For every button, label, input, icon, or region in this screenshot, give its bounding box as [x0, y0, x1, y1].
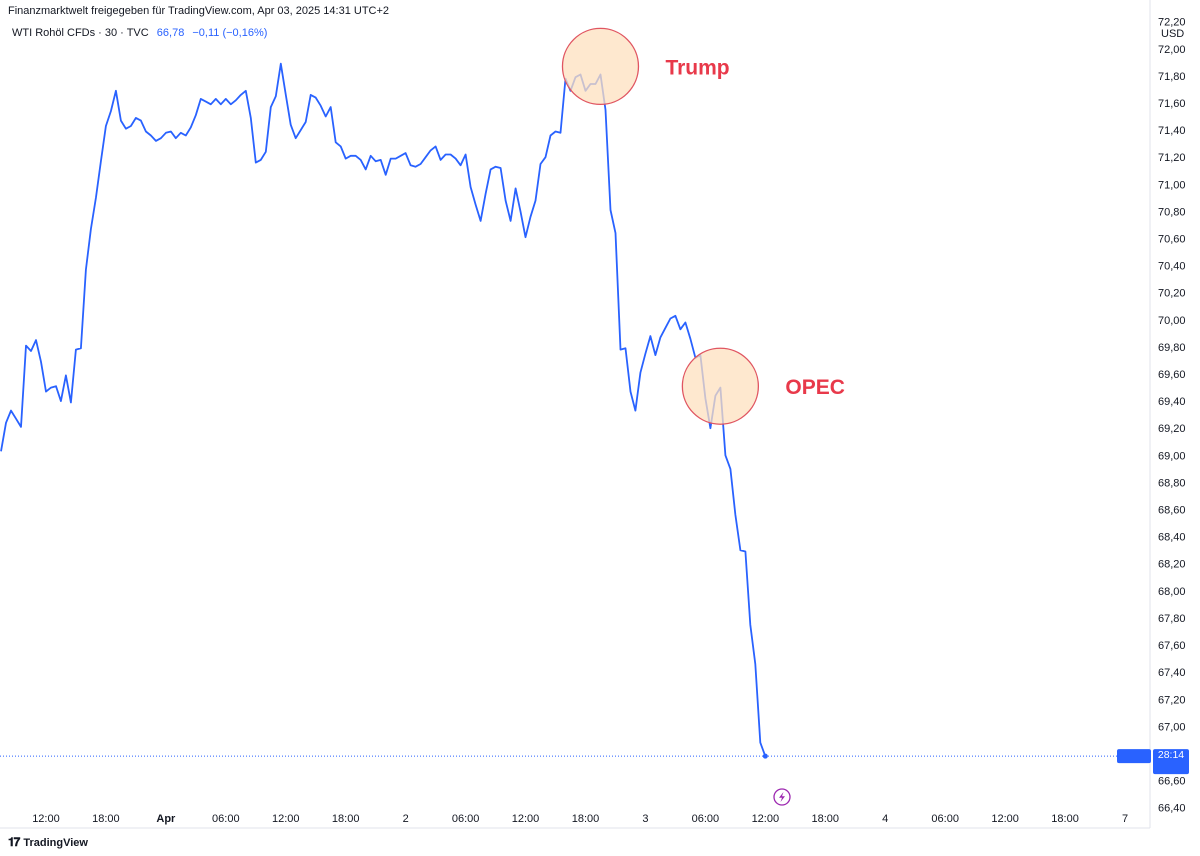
y-tick-label: 71,00 — [1158, 179, 1186, 191]
x-tick-label: 12:00 — [32, 813, 60, 825]
annotation-circle — [561, 27, 640, 106]
y-tick-label: 69,60 — [1158, 369, 1186, 381]
symbol-legend[interactable]: WTI Rohöl CFDs · 30 · TVC 66,78 −0,11 (−… — [12, 27, 267, 39]
time-axis: 12:00 18:00 Apr 06:00 12:00 18:00 2 06:00 12:00 1… — [32, 813, 1128, 825]
y-tick-label: 70,00 — [1158, 315, 1186, 327]
y-tick-label: 72,20 — [1158, 17, 1186, 29]
y-tick-label: 70,60 — [1158, 234, 1186, 246]
y-tick-label: 69,20 — [1158, 423, 1186, 435]
y-tick-label: 68,60 — [1158, 505, 1186, 517]
ticker-badge-bg — [1117, 749, 1151, 764]
y-tick-label: 70,40 — [1158, 261, 1186, 273]
y-tick-label: 69,80 — [1158, 342, 1186, 354]
y-tick-label: 66,40 — [1158, 803, 1186, 815]
x-tick-label: 12:00 — [512, 813, 540, 825]
last-price: 66,78 — [156, 27, 185, 39]
y-tick-label: 68,40 — [1158, 532, 1186, 544]
y-tick-label: 72,00 — [1158, 44, 1186, 56]
y-tick-label: 68,00 — [1158, 586, 1186, 598]
tradingview-logo[interactable]: 𝟏𝟕 TradingView — [8, 835, 88, 850]
x-tick-label: 18:00 — [92, 813, 120, 825]
y-tick-label: 67,80 — [1158, 613, 1186, 625]
x-tick-label: 18:00 — [812, 813, 840, 825]
y-tick-label: 67,00 — [1158, 721, 1186, 733]
flash-icon[interactable] — [773, 788, 791, 806]
price-badge-bg — [1153, 749, 1189, 775]
y-tick-label: 70,20 — [1158, 288, 1186, 300]
price-change: −0,11 (−0,16%) — [192, 27, 268, 39]
y-tick-label: 71,20 — [1158, 152, 1186, 164]
y-tick-label: 69,00 — [1158, 450, 1186, 462]
chart-caption: Finanzmarktwelt freigegeben für TradingV… — [8, 5, 390, 17]
ticker-badge: USOIL — [1119, 739, 1149, 750]
y-tick-label: 68,80 — [1158, 477, 1186, 489]
x-tick-label: 12:00 — [752, 813, 780, 825]
x-tick-label: 7 — [1122, 813, 1128, 825]
bar-countdown: 28:14 — [1158, 749, 1184, 761]
annotation-circle — [681, 347, 760, 425]
y-tick-label: 71,40 — [1158, 125, 1186, 137]
price-badge: USOIL 66,78 28:14 — [1117, 738, 1189, 775]
x-tick-label: 4 — [882, 813, 888, 825]
y-tick-label: 68,20 — [1158, 559, 1186, 571]
price-badge-value: 66,78 — [1158, 738, 1184, 750]
annotation-label: Trump — [665, 56, 729, 79]
x-tick-label: 18:00 — [1051, 813, 1079, 825]
x-tick-label: 06:00 — [452, 813, 480, 825]
y-tick-label: 71,80 — [1158, 71, 1186, 83]
y-tick-label: 67,20 — [1158, 694, 1186, 706]
last-price-dot — [762, 753, 768, 759]
x-tick-label: 18:00 — [332, 813, 360, 825]
y-tick-label: 67,60 — [1158, 640, 1186, 652]
x-tick-label: 12:00 — [272, 813, 300, 825]
price-line — [0, 62, 767, 757]
x-tick-label: 2 — [403, 813, 409, 825]
x-tick-label: 06:00 — [692, 813, 720, 825]
x-tick-label: Apr — [156, 813, 176, 825]
y-tick-label: 70,80 — [1158, 206, 1186, 218]
brand-name: TradingView — [23, 836, 88, 849]
y-tick-label: 69,40 — [1158, 396, 1186, 408]
price-axis: 72,20 72,00 71,80 71,60 71,40 71,20 71,00 70,80… — [1158, 17, 1186, 815]
y-tick-label: 67,40 — [1158, 667, 1186, 679]
y-tick-label: 66,60 — [1158, 776, 1186, 788]
x-tick-label: 06:00 — [931, 813, 959, 825]
x-tick-label: 12:00 — [991, 813, 1019, 825]
symbol-name: WTI Rohöl CFDs · 30 · TVC — [12, 27, 149, 39]
annotation-label: OPEC — [785, 376, 845, 399]
tv-logo-icon: 𝟏𝟕 — [8, 835, 20, 849]
x-tick-label: 06:00 — [212, 813, 240, 825]
currency-label: USD — [1161, 28, 1184, 40]
x-tick-label: 3 — [642, 813, 648, 825]
x-tick-label: 18:00 — [572, 813, 600, 825]
y-tick-label: 71,60 — [1158, 98, 1186, 110]
